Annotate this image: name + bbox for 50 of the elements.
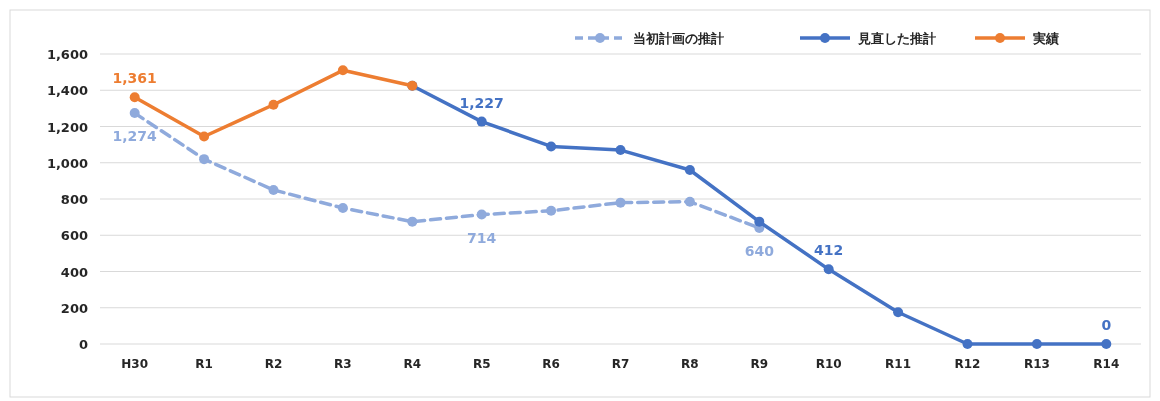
point xyxy=(546,141,557,152)
point xyxy=(754,216,765,227)
x-tick-label: R6 xyxy=(542,357,560,371)
y-tick-label: 1,000 xyxy=(46,155,88,171)
y-tick-label: 1,400 xyxy=(46,83,88,99)
y-tick-label: 1,200 xyxy=(46,119,88,135)
x-tick-label: R12 xyxy=(954,357,981,371)
legend-label: 実績 xyxy=(1032,31,1059,46)
y-tick-label: 0 xyxy=(78,337,88,352)
point xyxy=(476,209,487,220)
point xyxy=(962,339,973,349)
point xyxy=(268,184,279,195)
point xyxy=(129,92,140,103)
y-tick-label: 200 xyxy=(60,300,88,316)
point xyxy=(268,99,279,110)
x-tick-label: H30 xyxy=(121,357,149,371)
point xyxy=(546,205,557,216)
x-tick-label: R2 xyxy=(264,357,283,371)
point xyxy=(199,131,210,142)
point xyxy=(1031,339,1042,349)
x-tick-label: R11 xyxy=(885,357,912,371)
x-tick-label: R4 xyxy=(403,357,422,371)
x-tick-label: R10 xyxy=(815,357,842,371)
y-tick-label: 1,600 xyxy=(46,47,88,62)
y-tick-label: 800 xyxy=(60,192,88,207)
point xyxy=(893,307,904,318)
point xyxy=(684,196,695,207)
x-tick-label: R7 xyxy=(611,357,630,371)
point xyxy=(1101,339,1112,349)
point xyxy=(337,203,348,214)
point xyxy=(615,145,626,156)
x-tick-label: R8 xyxy=(681,357,699,371)
point xyxy=(684,165,695,175)
legend-label: 見直した推計 xyxy=(857,31,936,46)
point xyxy=(823,264,834,275)
x-tick-label: R1 xyxy=(195,357,213,371)
point xyxy=(199,154,210,165)
x-tick-label: R3 xyxy=(334,357,352,371)
point xyxy=(615,197,626,208)
point xyxy=(129,108,140,119)
point xyxy=(476,116,487,127)
x-tick-label: R9 xyxy=(750,357,769,371)
x-tick-label: R14 xyxy=(1093,357,1120,371)
y-tick-label: 600 xyxy=(60,228,88,244)
y-tick-label: 400 xyxy=(60,264,88,280)
x-tick-label: R13 xyxy=(1023,357,1050,371)
legend-label: 当初計画の推計 xyxy=(633,31,724,46)
x-tick-label: R5 xyxy=(472,357,491,371)
point xyxy=(407,216,418,227)
point xyxy=(337,65,348,76)
